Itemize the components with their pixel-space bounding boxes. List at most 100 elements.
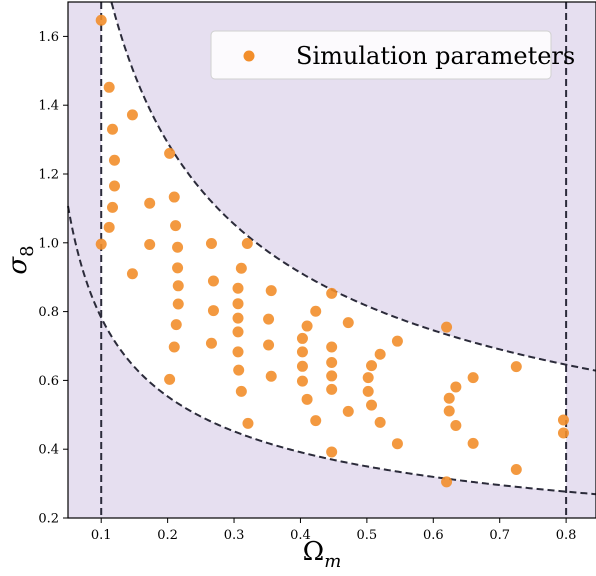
x-tick-label: 0.1 <box>91 528 112 543</box>
data-point <box>342 317 354 329</box>
data-point <box>95 14 107 26</box>
data-point <box>164 373 176 385</box>
x-tick-label: 0.5 <box>357 528 378 543</box>
x-tick-label: 0.2 <box>157 528 178 543</box>
data-point <box>301 393 313 405</box>
data-point <box>233 364 245 376</box>
data-point <box>326 357 338 369</box>
data-point <box>235 385 247 397</box>
y-axis-label: σ8 <box>3 245 38 274</box>
data-point <box>326 446 338 458</box>
data-point <box>103 81 115 93</box>
data-point <box>108 180 120 192</box>
legend-box <box>210 30 552 80</box>
y-tick-label: 1.2 <box>38 168 59 183</box>
data-point <box>172 298 184 310</box>
data-point <box>207 305 219 317</box>
data-point <box>107 123 118 135</box>
data-point <box>241 237 253 249</box>
data-point <box>205 337 217 349</box>
x-axis-label: Ωm <box>303 537 342 572</box>
data-point <box>168 191 180 203</box>
y-tick-label: 0.8 <box>38 305 59 320</box>
data-point <box>126 109 138 121</box>
data-points <box>95 14 569 488</box>
data-point <box>441 476 453 488</box>
data-point <box>232 282 244 294</box>
data-point <box>126 268 138 280</box>
axes: 0.1 0.2 0.3 0.4 0.5 0.6 0.7 0.8 0.2 0.4 0.6 0.8 1.0 1… <box>38 1 596 543</box>
y-tick-label: 1.6 <box>38 30 59 45</box>
y-tick-label: 0.6 <box>38 374 59 389</box>
data-point <box>207 275 219 287</box>
legend: Simulation parameters <box>210 30 575 80</box>
data-point <box>443 405 455 417</box>
plot-frame <box>67 1 596 519</box>
allowed-region <box>101 2 567 492</box>
x-tick-label: 0.8 <box>556 528 577 543</box>
y-tick-label: 1.4 <box>38 99 59 114</box>
lower-bound-curve <box>67 205 596 496</box>
data-point <box>391 438 403 450</box>
data-point <box>450 419 462 431</box>
y-axis-label-main: σ <box>3 256 33 275</box>
data-point <box>557 414 569 426</box>
y-tick-label: 0.2 <box>38 512 59 527</box>
data-point <box>557 427 569 439</box>
data-point <box>296 375 308 387</box>
data-point <box>374 348 386 360</box>
data-point <box>144 239 156 251</box>
data-point <box>103 221 115 233</box>
data-point <box>242 417 254 429</box>
data-point <box>232 346 244 358</box>
data-point <box>232 326 244 338</box>
data-point <box>108 154 120 166</box>
data-point <box>205 237 217 249</box>
data-point <box>95 238 107 250</box>
upper-bound-curve <box>110 2 596 372</box>
data-point <box>510 464 522 475</box>
y-tick-label: 0.4 <box>38 443 59 458</box>
data-point <box>326 383 338 395</box>
data-point <box>164 147 176 159</box>
data-point <box>510 361 522 373</box>
data-point <box>326 370 338 382</box>
data-point <box>170 220 182 232</box>
data-point <box>144 197 156 209</box>
x-tick-label: 0.7 <box>489 528 510 543</box>
excluded-regions <box>101 2 567 492</box>
x-tick-label: 0.6 <box>423 528 444 543</box>
data-point <box>107 201 118 213</box>
data-point <box>362 372 374 384</box>
x-axis-label-main: Ω <box>303 537 325 567</box>
data-point <box>172 241 184 253</box>
data-point <box>467 437 479 449</box>
data-point <box>310 305 322 317</box>
y-tick-label: 1.0 <box>38 236 59 251</box>
data-point <box>170 319 182 331</box>
data-point <box>374 416 386 428</box>
data-point <box>391 335 403 347</box>
data-point <box>296 332 308 344</box>
data-point <box>362 385 374 397</box>
x-tick-label: 0.3 <box>224 528 245 543</box>
data-point <box>450 381 462 393</box>
data-point <box>301 320 313 332</box>
data-point <box>232 312 244 324</box>
data-point <box>296 360 308 372</box>
data-point <box>235 262 247 274</box>
data-point <box>326 341 338 353</box>
data-point <box>265 370 277 382</box>
data-point <box>326 287 338 299</box>
x-tick-label: 0.4 <box>290 528 311 543</box>
data-point <box>168 341 180 353</box>
data-point <box>296 346 308 358</box>
legend-marker <box>243 50 255 62</box>
data-point <box>232 298 244 310</box>
data-point <box>265 285 277 297</box>
x-axis-label-subscript: m <box>324 551 341 572</box>
data-point <box>342 405 354 417</box>
data-point <box>172 262 184 274</box>
data-point <box>263 313 275 325</box>
